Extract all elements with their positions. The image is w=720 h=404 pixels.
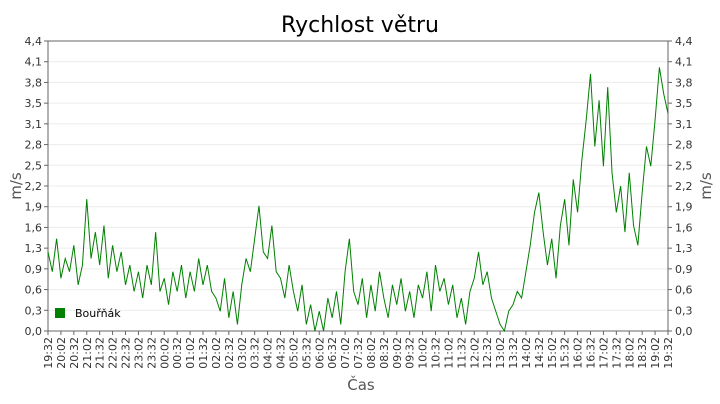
y-tick-label: 0,6	[25, 284, 43, 297]
plot-frame	[47, 40, 669, 332]
data-line	[47, 67, 669, 333]
y2-tick-label: 4,1	[675, 56, 693, 69]
y-axis-label: m/s	[7, 172, 25, 200]
y-tick-label: 0,0	[25, 325, 43, 338]
x-tick-label: 16:02	[572, 337, 585, 369]
x-tick-label: 12:02	[468, 337, 481, 369]
y2-tick-label: 1,3	[675, 242, 693, 255]
y2-axis-label: m/s	[697, 172, 715, 200]
x-tick-label: 18:02	[623, 337, 636, 369]
x-tick-label: 09:32	[404, 337, 417, 369]
x-tick-label: 20:02	[55, 337, 68, 369]
x-tick-label: 13:02	[494, 337, 507, 369]
y-tick-label: 2,8	[25, 139, 43, 152]
x-tick-label: 00:02	[158, 337, 171, 369]
x-tick-label: 20:32	[68, 337, 81, 369]
x-tick-label: 01:02	[184, 337, 197, 369]
y-tick-label: 1,9	[25, 201, 43, 214]
y2-tick-label: 1,9	[675, 201, 693, 214]
x-tick-label: 00:32	[171, 337, 184, 369]
x-tick-label: 13:32	[507, 337, 520, 369]
x-tick-label: 14:32	[533, 337, 546, 369]
x-tick-label: 10:02	[417, 337, 430, 369]
x-axis-label: Čas	[347, 375, 375, 394]
x-tick-label: 21:02	[81, 337, 94, 369]
x-tick-label: 17:02	[597, 337, 610, 369]
x-tick-label: 08:32	[378, 337, 391, 369]
x-tick-label: 15:32	[559, 337, 572, 369]
x-tick-label: 16:32	[585, 337, 598, 369]
x-tick-label: 02:32	[223, 337, 236, 369]
y2-tick-label: 3,5	[675, 97, 693, 110]
y2-tick-label: 0,6	[675, 284, 693, 297]
x-tick-label: 09:02	[391, 337, 404, 369]
y2-tick-label: 1,6	[675, 221, 693, 234]
y2-tick-label: 0,0	[675, 325, 693, 338]
x-tick-label: 04:02	[262, 337, 275, 369]
x-tick-label: 05:32	[300, 337, 313, 369]
x-tick-label: 11:02	[442, 337, 455, 369]
x-tick-label: 22:32	[120, 337, 133, 369]
y-tick-label: 1,3	[25, 242, 43, 255]
y2-tick-label: 2,2	[675, 180, 693, 193]
y-tick-label: 3,8	[25, 76, 43, 89]
x-tick-label: 03:32	[249, 337, 262, 369]
legend-label: Bouřňák	[75, 307, 121, 320]
x-tick-label: 01:32	[197, 337, 210, 369]
y2-tick-label: 3,1	[675, 118, 693, 131]
x-tick-label: 19:32	[42, 337, 55, 369]
x-tick-label: 12:32	[481, 337, 494, 369]
y-tick-label: 4,4	[25, 35, 43, 48]
x-tick-label: 19:32	[662, 337, 675, 369]
x-tick-label: 06:32	[326, 337, 339, 369]
y2-tick-label: 3,8	[675, 76, 693, 89]
x-tick-label: 03:02	[236, 337, 249, 369]
x-tick-label: 14:02	[520, 337, 533, 369]
x-tick-label: 07:32	[352, 337, 365, 369]
y-tick-label: 3,1	[25, 118, 43, 131]
y-tick-label: 2,2	[25, 180, 43, 193]
y-tick-label: 4,1	[25, 56, 43, 69]
y-tick-label: 2,5	[25, 159, 43, 172]
x-tick-label: 04:32	[275, 337, 288, 369]
x-tick-label: 18:32	[636, 337, 649, 369]
legend-swatch	[55, 308, 65, 318]
x-tick-label: 06:02	[313, 337, 326, 369]
y-tick-label: 3,5	[25, 97, 43, 110]
y2-tick-label: 0,3	[675, 304, 693, 317]
x-tick-label: 05:02	[287, 337, 300, 369]
y2-tick-label: 2,5	[675, 159, 693, 172]
x-tick-label: 10:32	[430, 337, 443, 369]
y-tick-label: 0,9	[25, 263, 43, 276]
x-tick-label: 19:02	[649, 337, 662, 369]
x-tick-label: 21:32	[94, 337, 107, 369]
x-tick-label: 15:02	[546, 337, 559, 369]
y-tick-label: 0,3	[25, 304, 43, 317]
x-tick-label: 23:32	[145, 337, 158, 369]
chart-title: Rychlost větru	[281, 13, 439, 38]
x-tick-label: 11:32	[455, 337, 468, 369]
y2-tick-label: 0,9	[675, 263, 693, 276]
y2-tick-label: 4,4	[675, 35, 693, 48]
y2-tick-label: 2,8	[675, 139, 693, 152]
x-tick-label: 02:02	[210, 337, 223, 369]
x-tick-label: 07:02	[339, 337, 352, 369]
x-tick-label: 17:32	[610, 337, 623, 369]
y-tick-label: 1,6	[25, 221, 43, 234]
x-tick-label: 22:02	[107, 337, 120, 369]
x-tick-label: 08:02	[365, 337, 378, 369]
x-tick-label: 23:02	[132, 337, 145, 369]
